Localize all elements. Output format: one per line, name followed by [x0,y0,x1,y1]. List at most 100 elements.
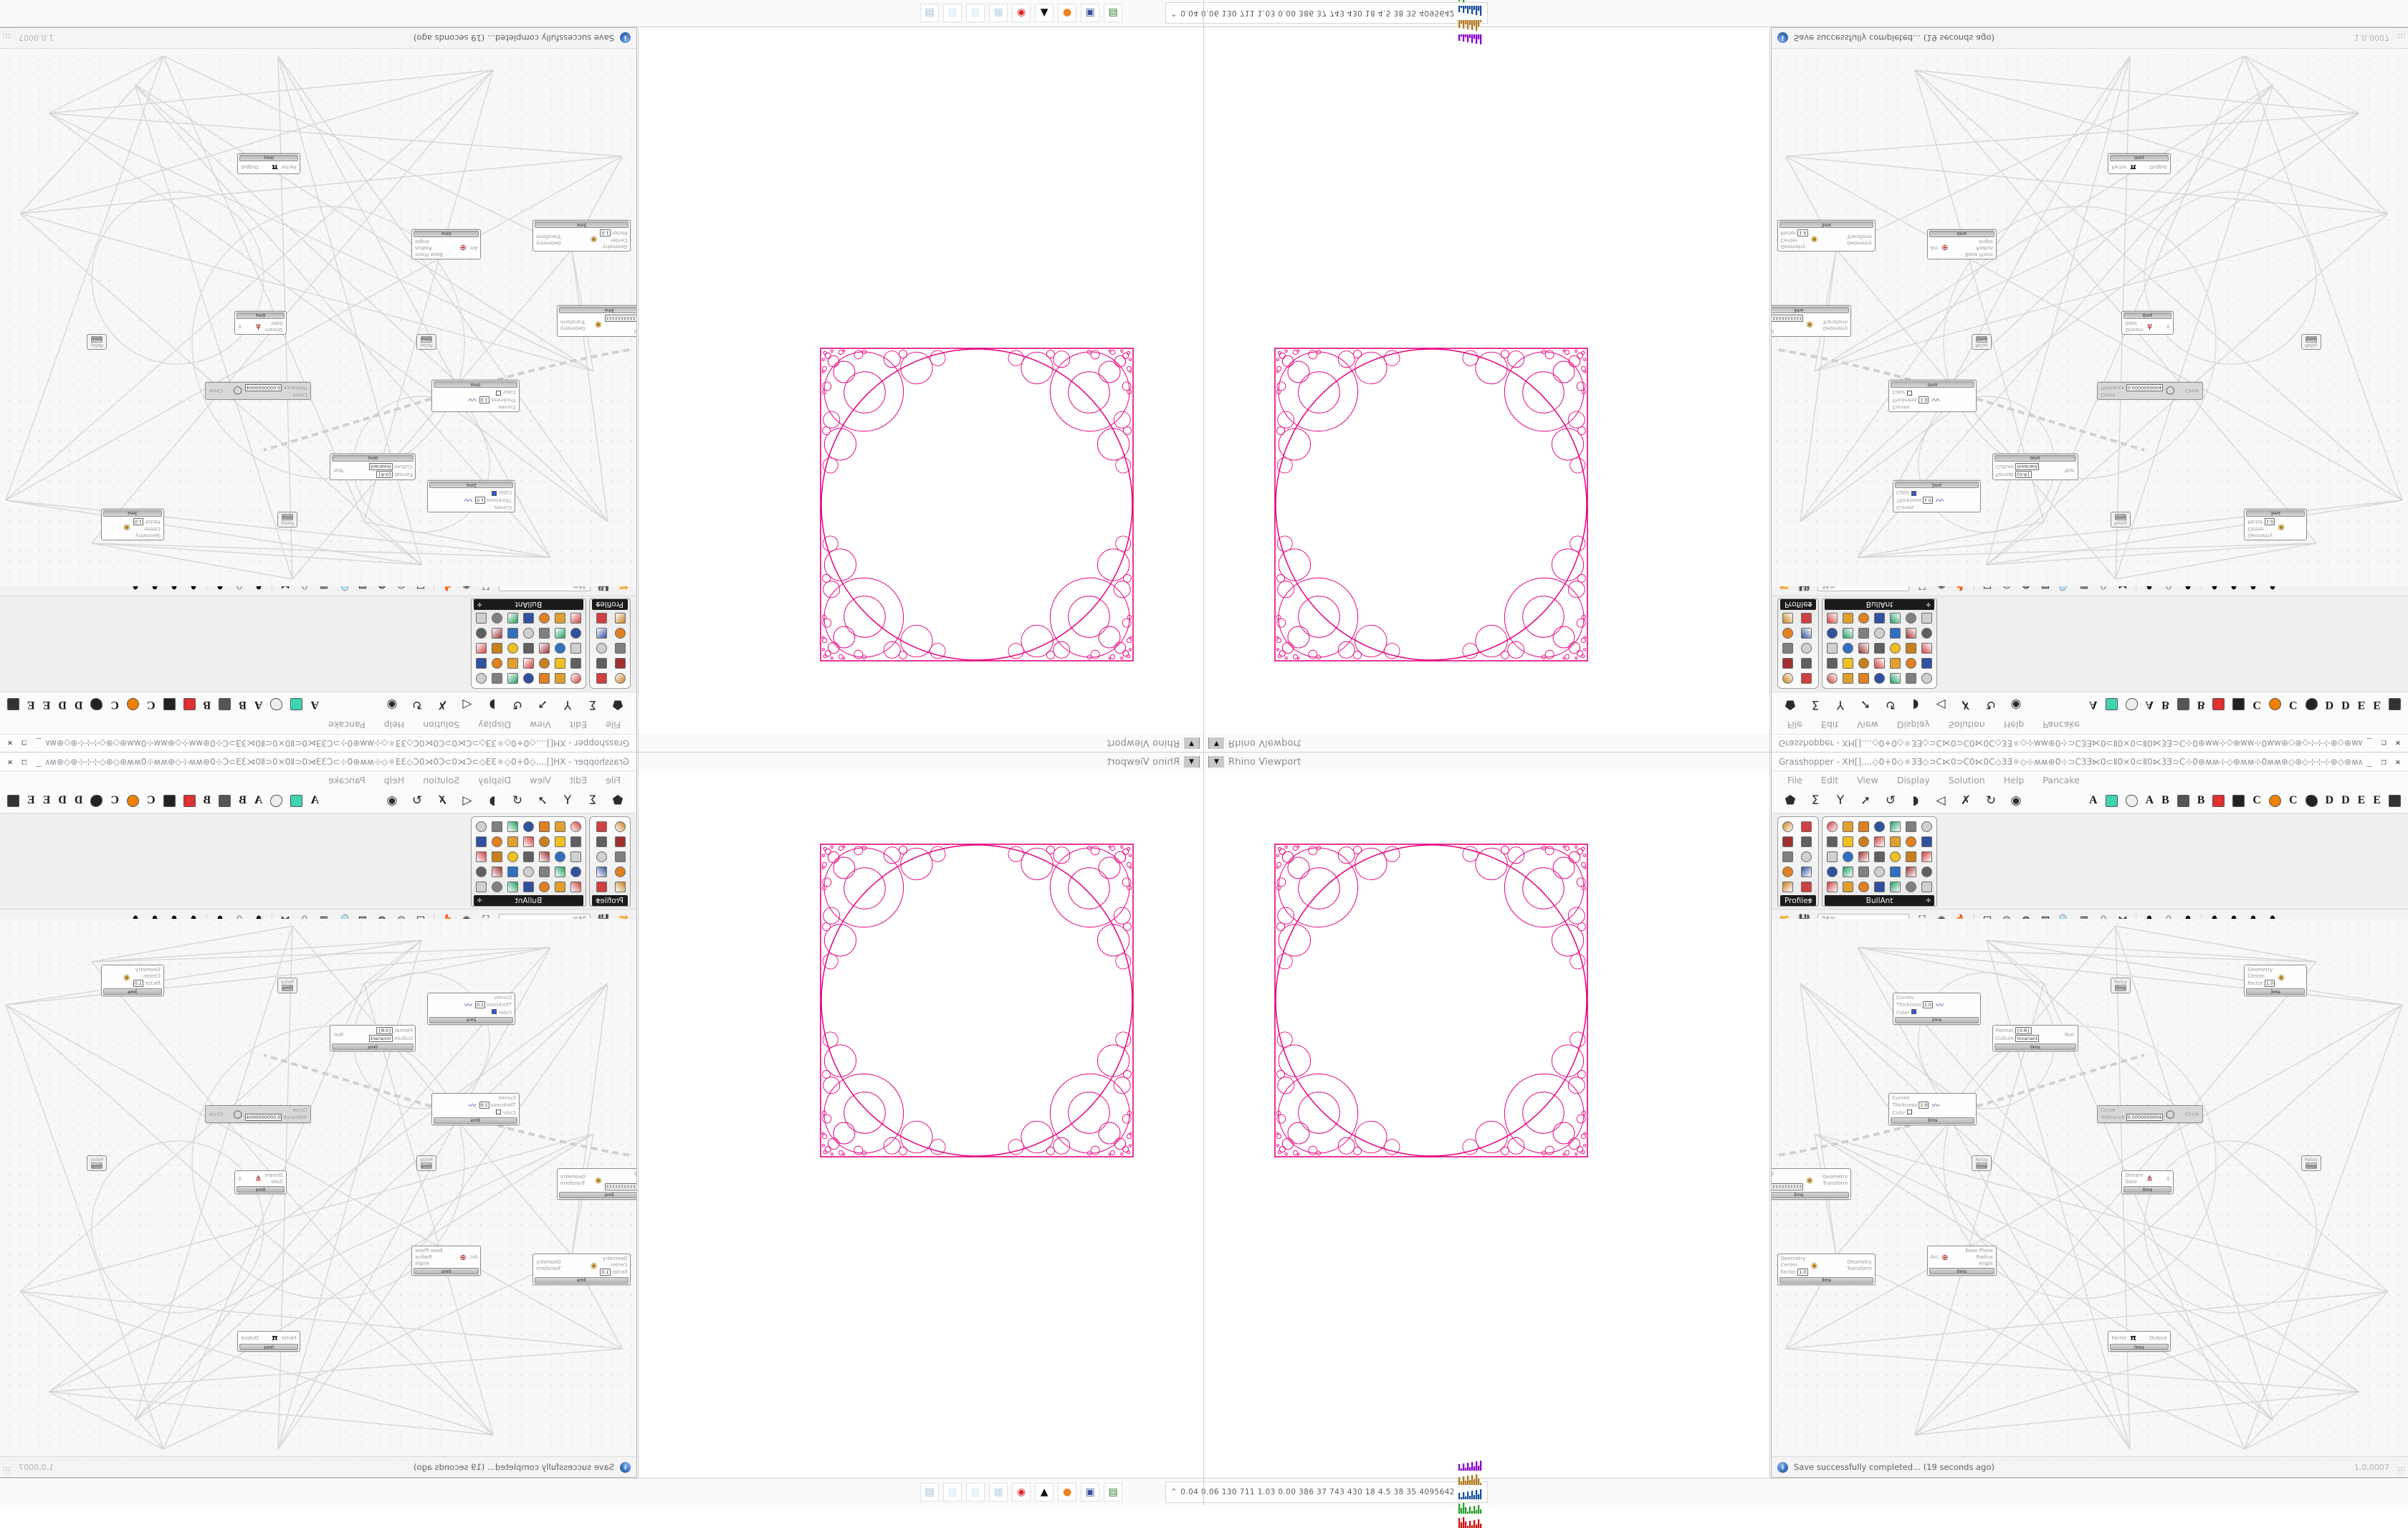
ribbon-component-icon[interactable] [1840,626,1855,641]
maximize-button[interactable]: ❐ [2381,738,2386,749]
sigma-icon[interactable]: Σ [1811,793,1820,808]
tab-plugin-shield-icon[interactable] [183,698,196,711]
ribbon-component-icon[interactable] [553,819,568,834]
input-param[interactable]: Tolerance 0.0000000004 [2101,384,2164,391]
input-param[interactable]: Color [1892,1109,1929,1116]
gh-relay[interactable]: Relay 0ms [2301,334,2321,350]
menu-item-display[interactable]: Display [1896,774,1930,786]
input-param[interactable]: Color [1896,490,1933,497]
ribbon-component-icon[interactable] [1888,656,1903,671]
input-param[interactable]: Factor [2111,164,2127,171]
resize-grip[interactable] [4,1466,11,1474]
ribbon-component-icon[interactable] [1825,864,1840,879]
input-param[interactable]: Thickness 1.0 [479,396,516,404]
gh-component[interactable]: Geometry Center Factor 1.0 ◉ Geometry Trans… [1777,220,1876,252]
tab-maths[interactable]: A [254,699,263,711]
menu-item-help[interactable]: Help [383,720,405,731]
tab-intersect[interactable]: D [2341,699,2350,711]
tab-plugin-shield-icon[interactable] [2212,698,2225,711]
ribbon-component-icon[interactable] [1872,879,1887,894]
ribbon-component-icon[interactable] [489,819,505,834]
ribbon-component-icon[interactable] [505,849,520,864]
gh-component[interactable]: Factor π Output 0ms [237,1331,300,1352]
tab-plugin-terrain-icon[interactable] [219,698,231,711]
ribbon-component-icon[interactable] [1825,672,1840,686]
gh-component[interactable]: Curves Thickness 1.0 Color 〰 0ms [1888,380,1977,413]
tab-transform[interactable]: E [42,794,51,806]
tab-curve[interactable]: C [2252,794,2261,806]
input-param[interactable]: Stream [2125,327,2144,333]
output-param[interactable]: Geometry [536,240,561,246]
input-param[interactable]: Factor 0.3333333333 [604,315,636,323]
gh-relay[interactable]: Relay 0ms [277,512,297,528]
menu-item-view[interactable]: View [530,774,551,786]
tray-expand-caret[interactable]: ⌃ [1170,1487,1177,1496]
ribbon-component-icon[interactable] [1799,864,1814,879]
ribbon-component-icon[interactable] [1903,849,1919,864]
ribbon-component-icon[interactable] [1903,819,1919,834]
input-param[interactable]: Factor [281,1334,297,1341]
tab-plugin-grid-icon[interactable] [163,794,176,807]
input-param[interactable]: Factor 1.0 [2247,980,2275,987]
ribbon-component-icon[interactable] [1856,641,1871,656]
ribbon-component-icon[interactable] [568,819,583,834]
param-value[interactable]: 1.0 [2264,980,2275,987]
ribbon-component-icon[interactable] [474,672,489,686]
tab-display[interactable]: E [27,699,35,711]
ribbon-component-icon[interactable] [1856,656,1871,671]
tab-plugin-cloud-icon[interactable] [270,698,283,711]
mesh-icon[interactable]: ◁ [1936,697,1946,712]
category-icon-bar[interactable]: ⬟ Σ Y ➚ ↺ ◗ ◁ ✗ ↻ ◉ A A B B C C D D E E [1772,692,2408,717]
ribbon-group-profiles[interactable]: Profiles ✛ [1777,598,1820,689]
disk-graph[interactable] [1458,0,1483,6]
ribbon-component-icon[interactable] [474,819,489,834]
sigma-icon[interactable]: Σ [588,697,597,712]
close-button[interactable]: ✕ [7,756,13,767]
close-button[interactable]: ✕ [2395,756,2401,767]
minimize-button[interactable]: _ [2366,738,2372,749]
ribbon-component-icon[interactable] [474,626,489,641]
ribbon-component-icon[interactable] [505,611,520,626]
input-param[interactable]: Center [610,1261,628,1268]
tab-plugin-cloud-icon[interactable] [270,794,283,807]
ribbon-component-icon[interactable] [489,834,505,849]
tab-mesh[interactable]: D [74,699,83,711]
taskbar-calculator-icon[interactable]: ▦ [989,4,1008,23]
ribbon-component-icon[interactable] [1872,656,1887,671]
tab-plugin-blob-icon[interactable] [127,698,140,711]
color-swatch[interactable] [492,1008,497,1014]
taskbar-terminal-icon[interactable]: ▤ [920,4,940,23]
ribbon-component-icon[interactable] [568,834,583,849]
ribbon-component-icon[interactable] [1903,641,1919,656]
ribbon-component-icon[interactable] [521,641,536,656]
output-param[interactable]: 0 [2166,323,2170,330]
color-swatch[interactable] [496,391,502,396]
gh-component[interactable]: Arc ⊕ Base Plane Radius Angle 0ms [411,229,482,259]
ribbon-component-icon[interactable] [1919,641,1934,656]
taskbar-firefox-icon[interactable]: ● [1058,4,1077,23]
ribbon-component-icon[interactable] [1888,672,1903,686]
intersect-icon[interactable]: ✗ [436,697,448,712]
taskbar[interactable]: ▤ ▥ ▥ ▦ ◉ ▲ ● ▣ ▤ ⌃ 0.04 0.06 130 711 1.03 0.00 … [0,0,2408,45]
ribbon-component-icon[interactable] [1799,879,1814,894]
tab-curve[interactable]: C [147,794,156,806]
tab-display[interactable]: E [27,794,35,806]
tab-intersect[interactable]: D [2341,794,2350,806]
tab-surface[interactable]: C [110,699,120,711]
system-tray[interactable]: ⌃ 0.04 0.06 130 711 1.03 0.00 386 37 743… [1165,1460,1488,1528]
param-value[interactable]: Invariant [368,1035,393,1042]
param-value[interactable]: Invariant [2015,1035,2040,1042]
ribbon-component-icon[interactable] [1856,819,1871,834]
tab-plugin-dither-icon[interactable] [2389,794,2401,807]
input-param[interactable]: Center [2247,526,2265,532]
menu-item-help[interactable]: Help [383,774,405,786]
input-param[interactable]: Gate [271,320,283,326]
param-value[interactable]: 1.0 [1919,1101,1929,1109]
intersect-icon[interactable]: ✗ [1960,697,1972,712]
ribbon-component-icon[interactable] [594,819,609,834]
ribbon-component-icon[interactable] [1825,849,1840,864]
gh-component[interactable]: Curves Thickness 1.0 Color 〰 0ms [431,380,520,413]
input-param[interactable]: Culture Invariant [368,463,413,470]
ribbon-component-icon[interactable] [1840,849,1855,864]
